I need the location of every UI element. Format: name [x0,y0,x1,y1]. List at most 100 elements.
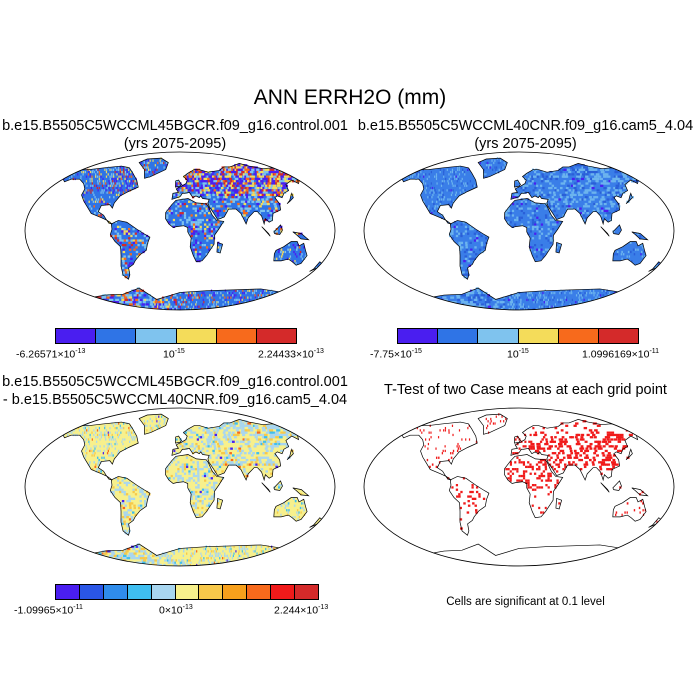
grid-cell [244,173,248,176]
grid-cell [282,250,284,254]
grid-cell [142,547,146,551]
grid-cell [475,509,478,512]
grid-cell [235,289,237,292]
grid-cell [258,191,262,194]
grid-cell [299,253,301,256]
grid-cell [538,442,541,446]
grid-cell [149,429,151,432]
grid-cell [243,214,246,217]
grid-cell [468,438,471,441]
grid-cell [458,232,461,235]
grid-cell [549,298,551,302]
grid-cell [233,289,235,292]
grid-cell [216,429,220,432]
grid-cell [512,452,515,455]
grid-cell [207,207,211,210]
grid-cell [204,237,207,240]
grid-cell [266,463,269,466]
grid-cell [579,438,583,441]
colorbar-swatch [295,585,318,599]
grid-cell [258,180,262,183]
grid-cell [464,273,468,276]
grid-cell [583,205,586,208]
grid-cell [145,166,147,169]
grid-cell [580,301,583,304]
grid-cell [273,257,276,260]
grid-cell [450,296,455,299]
grid-cell [195,490,198,494]
grid-cell [231,182,234,185]
grid-cell [540,191,544,194]
grid-cell [552,291,554,295]
grid-cell [518,216,521,219]
grid-cell [241,563,245,566]
grid-cell [642,502,644,505]
grid-cell [633,175,639,178]
grid-cell [576,307,580,310]
grid-cell [281,554,285,558]
grid-cell [621,186,625,190]
grid-cell [602,438,606,441]
grid-cell [455,225,459,229]
grid-cell [617,294,619,297]
grid-cell [183,563,185,566]
grid-cell [566,207,569,210]
grid-cell [188,301,190,304]
grid-cell [545,438,548,441]
grid-cell [179,218,182,222]
grid-cell [232,554,234,558]
grid-cell [134,239,138,242]
grid-cell [483,291,486,295]
grid-cell [192,230,196,233]
grid-cell [265,461,269,464]
grid-cell [444,445,446,448]
grid-cell [139,239,142,242]
grid-cell [450,305,456,308]
grid-cell [587,170,591,174]
grid-cell [107,431,109,434]
grid-cell [232,291,234,295]
grid-cell [456,294,460,297]
grid-cell [606,458,609,462]
grid-cell [534,175,537,178]
grid-cell [470,307,475,310]
grid-cell [577,433,581,437]
grid-cell [274,207,278,210]
grid-cell [173,449,176,453]
grid-cell [204,493,207,496]
grid-cell [213,442,216,446]
grid-cell [522,198,525,201]
grid-cell [200,559,203,562]
grid-cell [294,426,300,430]
grid-cell [206,449,209,453]
grid-cell [179,442,182,446]
grid-cell [266,440,271,443]
grid-cell [511,214,515,217]
grid-cell [82,298,89,302]
grid-cell [207,557,209,560]
grid-cell [148,298,152,302]
grid-cell [125,232,129,235]
grid-cell [442,307,449,310]
grid-cell [280,257,282,260]
grid-cell [122,563,128,566]
grid-cell [230,200,233,203]
grid-cell [96,209,99,213]
grid-cell [427,442,430,446]
grid-cell [130,234,133,238]
grid-cell [254,442,258,446]
grid-cell [109,559,115,562]
grid-cell [476,237,479,240]
grid-cell [187,200,191,203]
colorbar-3-max-label: 2.244×10-13 [274,604,329,617]
grid-cell [199,218,202,222]
grid-cell [95,301,101,304]
grid-cell [271,557,275,560]
grid-cell [303,509,305,512]
grid-cell [143,493,147,496]
grid-cell [127,255,131,258]
grid-cell [485,241,488,244]
grid-cell [276,301,280,304]
grid-cell [150,303,153,306]
grid-cell [100,561,107,564]
